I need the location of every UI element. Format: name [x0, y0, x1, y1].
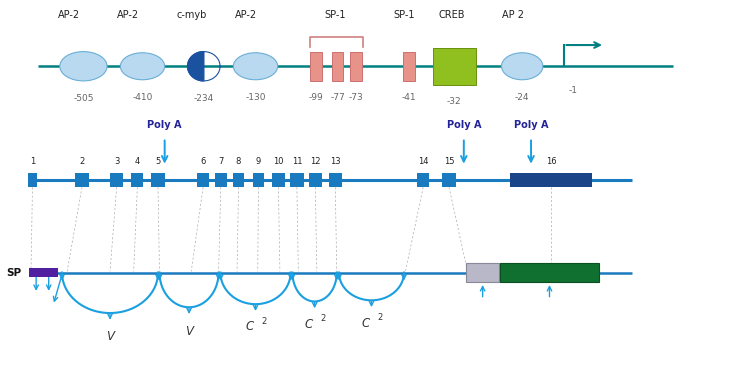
Text: 14: 14 [418, 157, 428, 166]
Text: CYT: CYT [537, 267, 562, 277]
Bar [403, 52, 415, 81]
Text: V: V [185, 325, 193, 337]
Bar [27, 173, 37, 187]
Bar [132, 173, 144, 187]
Text: 16: 16 [545, 157, 556, 166]
Text: Poly A: Poly A [514, 120, 548, 130]
Text: SP-1: SP-1 [325, 10, 346, 21]
Text: AP-2: AP-2 [117, 10, 139, 21]
Bar [197, 173, 209, 187]
Text: 10: 10 [273, 157, 283, 166]
Bar [466, 263, 500, 282]
Bar [110, 173, 124, 187]
Text: 2: 2 [262, 317, 267, 325]
Text: -234: -234 [194, 94, 214, 103]
Text: 1: 1 [30, 157, 35, 166]
Text: SP-1: SP-1 [393, 10, 414, 21]
Text: -24: -24 [515, 93, 529, 102]
Text: 2: 2 [377, 313, 383, 322]
Text: 15: 15 [444, 157, 454, 166]
Bar [215, 173, 226, 187]
Text: 13: 13 [330, 157, 340, 166]
Text: -32: -32 [447, 97, 462, 106]
Bar [252, 173, 264, 187]
Bar [442, 173, 457, 187]
Bar [272, 173, 285, 187]
Text: TM: TM [474, 267, 491, 277]
Text: -73: -73 [349, 93, 363, 102]
Text: AP 2: AP 2 [502, 10, 525, 21]
Text: CREB: CREB [439, 10, 465, 21]
Bar [290, 173, 303, 187]
Bar [152, 173, 165, 187]
Text: C: C [246, 320, 254, 333]
Text: -99: -99 [309, 93, 323, 102]
Text: 8: 8 [236, 157, 241, 166]
Text: 11: 11 [292, 157, 302, 166]
Polygon shape [187, 51, 204, 81]
Ellipse shape [60, 51, 107, 81]
Bar [332, 52, 343, 81]
Text: SP: SP [6, 267, 21, 277]
Text: AP-2: AP-2 [235, 10, 257, 21]
Text: AP-2: AP-2 [58, 10, 80, 21]
Text: C: C [305, 318, 313, 330]
Text: 9: 9 [256, 157, 261, 166]
Text: c-myb: c-myb [176, 10, 206, 21]
Bar [511, 173, 591, 187]
Ellipse shape [502, 53, 543, 80]
Ellipse shape [121, 53, 165, 80]
Text: 6: 6 [201, 157, 206, 166]
Bar [29, 268, 58, 277]
Text: 12: 12 [310, 157, 320, 166]
Bar [500, 263, 599, 282]
Text: Poly A: Poly A [147, 120, 182, 130]
Bar [350, 52, 362, 81]
Ellipse shape [233, 53, 278, 80]
Text: -130: -130 [245, 93, 266, 102]
Text: -41: -41 [402, 93, 417, 102]
Text: -77: -77 [330, 93, 345, 102]
Text: 4: 4 [135, 157, 140, 166]
Bar [310, 52, 322, 81]
Text: 2: 2 [79, 157, 84, 166]
Text: -410: -410 [132, 93, 152, 102]
Text: 3: 3 [114, 157, 119, 166]
Bar [309, 173, 322, 187]
Text: -1: -1 [568, 86, 578, 95]
Text: V: V [106, 330, 114, 343]
Text: 5: 5 [155, 157, 161, 166]
Text: 7: 7 [218, 157, 223, 166]
Text: -505: -505 [73, 94, 94, 103]
Text: Poly A: Poly A [446, 120, 481, 130]
Text: 2: 2 [321, 314, 326, 323]
Text: C: C [361, 317, 370, 329]
Bar [75, 173, 89, 187]
Bar [433, 48, 476, 85]
Bar [417, 173, 429, 187]
Bar [232, 173, 244, 187]
Bar [329, 173, 342, 187]
